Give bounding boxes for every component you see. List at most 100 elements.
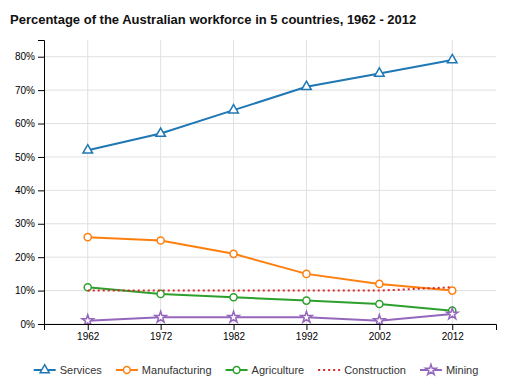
y-tick-label: 70%	[15, 85, 35, 96]
series-line	[88, 60, 453, 150]
y-grid-line	[44, 190, 496, 191]
legend-item: Mining	[420, 364, 478, 376]
series-marker	[156, 128, 166, 136]
y-grid-line	[44, 156, 496, 157]
x-tick-mark	[452, 324, 453, 330]
x-tick-label: 1982	[223, 331, 246, 342]
plot-area	[82, 54, 458, 324]
x-axis-line	[45, 325, 497, 331]
x-tick-mark	[234, 324, 235, 330]
series-marker	[301, 311, 312, 322]
x-tick-mark	[379, 324, 380, 330]
y-tick-label: 60%	[15, 118, 35, 129]
y-tick-label: 40%	[15, 185, 35, 196]
series-marker	[375, 68, 385, 76]
legend-marker	[40, 365, 49, 373]
series-line	[88, 287, 453, 310]
title: Percentage of the Australian workforce i…	[10, 12, 416, 27]
y-tick-mark	[38, 57, 44, 58]
series-marker	[84, 234, 91, 241]
y-axis: 0% 10% 20% 30% 40% 50% 60% 70% 80%	[15, 41, 45, 330]
series-marker	[228, 311, 239, 322]
grid	[44, 40, 496, 324]
legend-marker	[233, 367, 240, 374]
legend-item: Agriculture	[226, 364, 305, 376]
x-tick-mark	[161, 324, 162, 330]
series-line	[88, 237, 453, 290]
series-marker	[374, 315, 385, 324]
legend: Services Manufacturing Agriculture Construc…	[34, 364, 479, 376]
legend-label: Manufacturing	[142, 364, 212, 376]
legend-marker	[123, 367, 130, 374]
y-tick-mark	[38, 224, 44, 225]
x-tick: 1962	[77, 324, 100, 342]
x-tick: 2002	[369, 324, 392, 342]
series-marker	[84, 284, 91, 291]
y-axis-line	[38, 41, 45, 325]
series-line	[88, 314, 453, 321]
y-grid-line	[44, 90, 496, 91]
series-marker	[82, 315, 93, 324]
series-line	[88, 287, 453, 290]
series-marker	[302, 81, 312, 89]
y-tick-mark	[38, 157, 44, 158]
y-tick: 80%	[15, 51, 44, 62]
legend-item: Services	[34, 364, 103, 376]
x-grid-line	[452, 40, 453, 324]
chart: Percentage of the Australian workforce i…	[0, 0, 512, 384]
series-marker	[376, 300, 383, 307]
y-tick: 0%	[21, 319, 44, 330]
x-grid-line	[233, 40, 234, 324]
series-marker	[230, 250, 237, 257]
y-tick: 70%	[15, 85, 44, 96]
y-tick-label: 10%	[15, 285, 35, 296]
x-axis: 1962 1972 1982 1992 2002 2012	[45, 324, 497, 342]
series-marker	[155, 311, 166, 322]
x-tick-label: 1962	[77, 331, 100, 342]
x-tick: 2012	[442, 324, 465, 342]
series-marker	[229, 105, 239, 113]
series-marker	[447, 308, 458, 319]
y-tick-label: 30%	[15, 218, 35, 229]
y-tick-label: 20%	[15, 252, 35, 263]
y-tick: 40%	[15, 185, 44, 196]
y-grid-line	[44, 56, 496, 57]
x-tick-label: 1992	[296, 331, 319, 342]
series-marker	[376, 280, 383, 287]
y-tick-mark	[38, 124, 44, 125]
x-tick-label: 2012	[442, 331, 465, 342]
y-tick: 50%	[15, 152, 44, 163]
y-grid-line	[44, 123, 496, 124]
legend-label: Services	[60, 364, 103, 376]
y-tick-mark	[38, 291, 44, 292]
y-tick-label: 50%	[15, 152, 35, 163]
y-tick: 30%	[15, 218, 44, 229]
x-tick: 1982	[223, 324, 246, 342]
x-tick-label: 2002	[369, 331, 392, 342]
x-grid-line	[160, 40, 161, 324]
legend-item: Construction	[318, 364, 406, 376]
series-marker	[447, 54, 457, 62]
series-marker	[157, 237, 164, 244]
y-grid-line	[44, 223, 496, 224]
x-tick-label: 1972	[150, 331, 173, 342]
series-marker	[230, 294, 237, 301]
y-grid-line	[44, 257, 496, 258]
x-tick-mark	[88, 324, 89, 330]
series-marker	[449, 287, 456, 294]
y-tick-mark	[38, 324, 44, 325]
y-tick: 60%	[15, 118, 44, 129]
x-tick: 1992	[296, 324, 319, 342]
y-tick-mark	[38, 257, 44, 258]
x-tick: 1972	[150, 324, 173, 342]
series-marker	[303, 297, 310, 304]
legend-label: Construction	[344, 364, 406, 376]
y-tick: 10%	[15, 285, 44, 296]
series-marker	[83, 145, 93, 153]
legend-label: Agriculture	[252, 364, 305, 376]
x-tick-mark	[306, 324, 307, 330]
legend-marker	[426, 364, 437, 374]
y-tick-label: 0%	[21, 319, 36, 330]
series-marker	[303, 270, 310, 277]
x-grid-line	[87, 40, 88, 324]
